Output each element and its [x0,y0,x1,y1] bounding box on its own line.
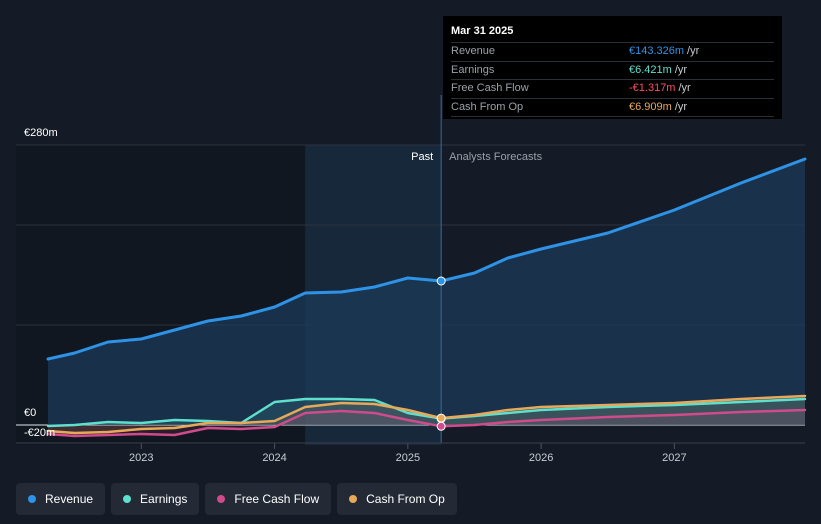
legend-label: Revenue [45,492,94,506]
legend-dot-icon [28,495,36,503]
legend-label: Cash From Op [366,492,445,506]
past-label: Past [411,151,433,163]
tooltip-date: Mar 31 2025 [451,25,514,37]
legend-label: Free Cash Flow [234,492,320,506]
x-tick-label: 2027 [662,452,686,464]
tooltip-value: €6.909m [629,100,672,113]
forecast-label: Analysts Forecasts [449,151,542,163]
legend-item-cash-from-op[interactable]: Cash From Op [337,483,457,515]
tooltip-unit: /yr [674,100,688,113]
tooltip-label: Revenue [451,45,496,57]
tooltip-row-cash-from-op: Cash From Op €6.909m /yr [451,97,774,117]
x-tick-label: 2024 [262,452,286,464]
tooltip-value: €6.421m [629,63,672,76]
marker-cash-from-op [436,413,446,423]
legend-item-free-cash-flow[interactable]: Free Cash Flow [205,483,332,515]
legend-label: Earnings [140,492,188,506]
legend-dot-icon [217,495,226,503]
legend-dot-icon [123,495,132,503]
tooltip-label: Free Cash Flow [451,82,529,94]
series-area-earnings [48,399,805,426]
tooltip-value: €143.326m [629,45,685,57]
x-tick-label: 2023 [129,452,153,464]
tooltip-row-earnings: Earnings €6.421m /yr [451,60,774,80]
tooltip-unit: /yr [678,82,691,94]
series-line-revenue [46,157,807,361]
tooltip-row-revenue: Revenue €143.326m /yr [451,42,774,61]
legend-dot-icon [349,495,358,503]
legend: Revenue Earnings Free Cash Flow Cash Fro… [16,483,457,515]
y-axis-zero-label: €0 [24,407,36,419]
marker-revenue [436,276,446,286]
tooltip-value: -€1.317m [629,82,676,94]
series-line-free-cash-flow [46,408,807,438]
revenue-area [48,159,805,425]
tooltip-label: Earnings [451,63,495,76]
x-tick-label: 2025 [396,452,420,464]
legend-item-revenue[interactable]: Revenue [16,483,106,515]
tooltip-unit: /yr [687,45,700,57]
y-axis-top-label: €280m [24,127,58,139]
tooltip-unit: /yr [674,63,688,76]
tooltip-row-free-cash-flow: Free Cash Flow -€1.317m /yr [451,79,774,98]
marker-free-cash-flow [436,421,446,431]
x-tick-label: 2026 [529,452,553,464]
legend-item-earnings[interactable]: Earnings [111,483,200,515]
y-axis-bottom-label: -€20m [24,427,55,439]
series-line-earnings [46,397,807,428]
tooltip-label: Cash From Op [451,100,524,113]
series-line-cash-from-op [46,394,807,435]
tooltip-panel: Mar 31 2025 Revenue €143.326m /yr Earnin… [443,16,782,119]
